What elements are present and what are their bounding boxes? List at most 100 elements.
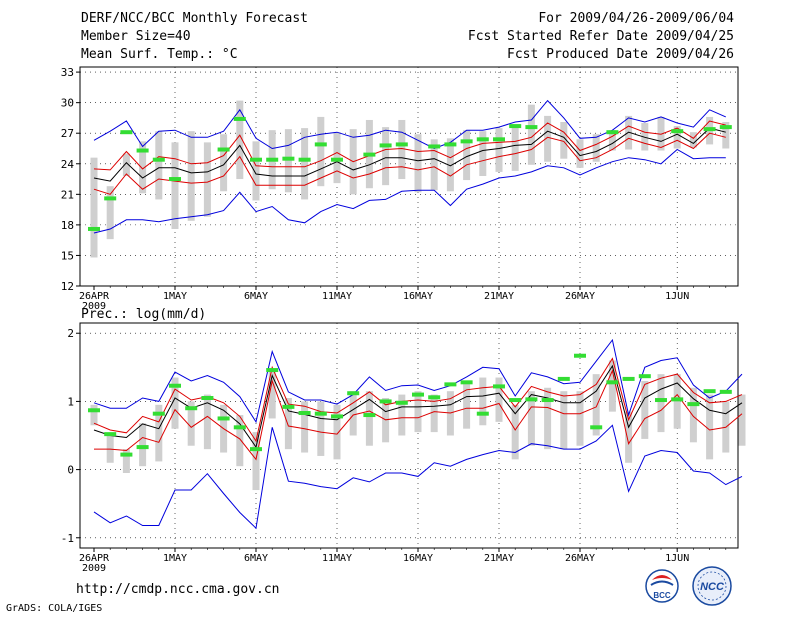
ensemble-range-box <box>203 394 211 450</box>
y-tick-label: 15 <box>61 249 74 262</box>
series-line-max <box>93 99 727 150</box>
ensemble-range-box <box>689 387 697 443</box>
ensemble-range-box <box>252 432 260 491</box>
observed-mark <box>444 142 457 147</box>
observed-mark <box>671 129 684 134</box>
ensemble-range-box <box>673 374 681 429</box>
x-tick-label: 6MAY <box>244 553 268 564</box>
observed-mark <box>703 127 716 132</box>
plot-frame <box>79 66 739 287</box>
ensemble-range-box <box>155 131 163 200</box>
observed-mark <box>622 376 635 381</box>
ensemble-range-box <box>576 139 584 168</box>
observed-mark <box>525 125 538 130</box>
ensemble-range-box <box>301 128 309 200</box>
ensemble-range-box <box>592 374 600 436</box>
series-line-lower <box>94 369 743 461</box>
ensemble-range-box <box>608 360 616 412</box>
ensemble-range-box <box>414 134 422 193</box>
observed-mark <box>136 445 149 450</box>
ensemble-range-box <box>284 129 292 193</box>
ensemble-range-box <box>463 130 471 181</box>
series-line-upper <box>93 120 726 171</box>
ensemble-range-box <box>252 141 260 201</box>
observed-mark <box>314 142 327 147</box>
observed-mark <box>606 380 619 385</box>
ensemble-range-box <box>349 391 357 436</box>
ensemble-range-box <box>122 449 130 473</box>
x-tick-label: 21MAY <box>484 291 514 302</box>
observed-mark <box>590 425 603 430</box>
observed-mark <box>719 125 732 130</box>
ensemble-range-box <box>738 394 746 446</box>
x-tick-label: 6MAY <box>244 291 268 302</box>
observed-mark <box>185 406 198 411</box>
x-tick-label: 26MAY <box>565 553 595 564</box>
ensemble-range-box <box>479 131 487 176</box>
observed-mark <box>379 143 392 148</box>
bcc-logo: BCC <box>645 569 679 603</box>
ensemble-range-box <box>90 404 98 426</box>
forecast-period: For 2009/04/26-2009/06/04 <box>538 11 734 26</box>
ensemble-range-box <box>398 119 406 180</box>
ensemble-range-box <box>511 127 519 171</box>
observed-mark <box>298 157 311 162</box>
observed-mark <box>266 157 279 162</box>
observed-mark <box>525 397 538 402</box>
ensemble-range-box <box>398 394 406 436</box>
observed-mark <box>282 156 295 161</box>
ensemble-range-box <box>689 132 697 148</box>
observed-mark <box>250 157 262 162</box>
observed-mark <box>687 402 700 407</box>
source-url[interactable]: http://cmdp.ncc.cma.gov.cn <box>76 582 280 597</box>
observed-mark <box>250 447 262 452</box>
observed-mark <box>88 408 100 413</box>
ensemble-range-box <box>236 415 244 467</box>
observed-mark <box>476 137 489 142</box>
series-line-max <box>93 338 743 424</box>
observed-mark <box>169 383 181 388</box>
ensemble-range-box <box>641 123 649 151</box>
observed-mark <box>233 116 246 121</box>
forecast-started-date: Fcst Started Refer Date 2009/04/25 <box>467 29 734 44</box>
x-tick-sublabel: 2009 <box>82 563 106 574</box>
chart-title: DERF/NCC/BCC Monthly Forecast <box>81 11 308 26</box>
series-line-mean <box>93 127 726 182</box>
observed-mark <box>217 147 230 152</box>
observed-mark <box>428 144 441 149</box>
ensemble-range-box <box>203 142 211 217</box>
observed-mark <box>331 414 343 419</box>
observed-mark <box>363 413 376 418</box>
observed-mark <box>217 416 230 421</box>
ensemble-range-box <box>187 131 195 221</box>
series-line-min <box>93 424 743 530</box>
ensemble-range-box <box>220 134 228 192</box>
observed-mark <box>460 380 473 385</box>
series-line-lower <box>93 132 726 195</box>
observed-mark <box>444 382 457 387</box>
ensemble-range-box <box>171 142 179 229</box>
ensemble-range-box <box>463 380 471 429</box>
ensemble-range-box <box>625 411 633 463</box>
observed-mark <box>509 398 522 403</box>
plot-frame <box>79 322 739 549</box>
ncc-logo: NCC <box>692 566 732 606</box>
ensemble-range-box <box>511 404 519 460</box>
ensemble-range-box <box>90 157 98 258</box>
observed-mark <box>104 432 117 437</box>
x-tick-label: 1MAY <box>163 553 187 564</box>
ensemble-range-box <box>576 391 584 446</box>
y-tick-label: 18 <box>61 219 74 232</box>
ensemble-range-box <box>106 186 114 240</box>
observed-mark <box>460 139 473 144</box>
y-tick-label: 33 <box>61 66 74 79</box>
observed-mark <box>104 196 117 201</box>
observed-mark <box>493 384 505 389</box>
x-tick-label: 1JUN <box>665 291 689 302</box>
ensemble-range-box <box>139 141 147 194</box>
x-tick-sublabel: 2009 <box>82 301 106 312</box>
observed-mark <box>298 411 311 415</box>
observed-mark <box>169 177 181 182</box>
bottom-variable-label: Prec.: log(mm/d) <box>81 307 206 322</box>
